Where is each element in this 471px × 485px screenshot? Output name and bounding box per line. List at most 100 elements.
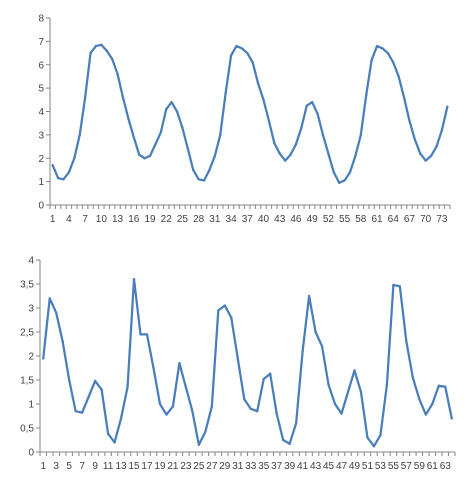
data-point bbox=[375, 44, 379, 48]
x-tick-label: 16 bbox=[128, 214, 140, 225]
data-point bbox=[192, 168, 195, 172]
data-point bbox=[158, 402, 162, 406]
data-point bbox=[119, 417, 123, 420]
data-point bbox=[143, 157, 146, 160]
data-point bbox=[126, 386, 129, 389]
data-point bbox=[74, 410, 77, 413]
data-point bbox=[116, 72, 119, 76]
data-point bbox=[294, 422, 298, 425]
data-point bbox=[246, 51, 249, 55]
data-point bbox=[346, 390, 350, 394]
data-point bbox=[386, 51, 390, 55]
x-tick-label: 31 bbox=[232, 461, 244, 472]
x-tick-label: 37 bbox=[242, 214, 254, 225]
data-point bbox=[217, 309, 220, 312]
y-tick-label: 1 bbox=[38, 177, 44, 188]
data-point bbox=[230, 316, 233, 319]
x-tick-label: 22 bbox=[161, 214, 173, 225]
data-point bbox=[56, 176, 60, 180]
x-tick-label: 23 bbox=[180, 461, 192, 472]
data-point bbox=[165, 107, 168, 111]
y-tick-label: 0,5 bbox=[20, 424, 34, 435]
data-point bbox=[67, 171, 71, 174]
x-tick-label: 40 bbox=[258, 214, 270, 225]
data-point bbox=[359, 390, 363, 394]
x-tick-label: 11 bbox=[103, 461, 114, 472]
data-point bbox=[132, 136, 135, 139]
data-point bbox=[139, 333, 142, 336]
data-point bbox=[379, 434, 382, 437]
x-tick-label: 1 bbox=[40, 461, 46, 472]
data-point bbox=[405, 340, 408, 343]
data-point bbox=[202, 179, 206, 182]
data-point bbox=[262, 98, 265, 102]
data-point bbox=[148, 154, 152, 158]
data-point bbox=[413, 138, 417, 141]
data-point bbox=[55, 311, 58, 314]
data-point bbox=[208, 168, 211, 172]
x-tick-label: 35 bbox=[258, 461, 270, 472]
data-point bbox=[154, 143, 157, 146]
data-point bbox=[348, 171, 352, 174]
data-point bbox=[178, 362, 181, 365]
x-tick-label: 49 bbox=[307, 214, 319, 225]
data-point bbox=[256, 82, 260, 85]
data-point bbox=[175, 110, 179, 113]
data-point bbox=[186, 147, 190, 151]
data-point bbox=[366, 436, 369, 439]
x-tick-label: 25 bbox=[193, 461, 205, 472]
data-point bbox=[121, 96, 125, 99]
y-tick-label: 4 bbox=[28, 256, 34, 267]
data-point bbox=[83, 96, 87, 99]
data-point bbox=[444, 385, 447, 388]
y-tick-label: 0 bbox=[38, 201, 44, 212]
data-point bbox=[170, 100, 173, 104]
data-point bbox=[392, 283, 395, 287]
x-tick-label: 25 bbox=[177, 214, 189, 225]
data-point bbox=[80, 411, 84, 414]
x-tick-label: 58 bbox=[355, 214, 367, 225]
data-point bbox=[450, 417, 453, 420]
data-point bbox=[392, 61, 395, 64]
y-tick-label: 5 bbox=[38, 84, 44, 95]
x-tick-label: 53 bbox=[375, 461, 387, 472]
y-tick-label: 0 bbox=[28, 448, 34, 459]
x-tick-label: 39 bbox=[284, 461, 296, 472]
x-tick-label: 13 bbox=[112, 214, 124, 225]
x-tick-label: 46 bbox=[290, 214, 302, 225]
data-point bbox=[289, 153, 292, 156]
data-point bbox=[321, 133, 325, 137]
chart-bottom: 00,511,522,533,541 3 5 7 9 11 13 15 17 19 21 23 25 27… bbox=[20, 256, 456, 472]
x-tick-label: 5 bbox=[66, 461, 72, 472]
data-point bbox=[310, 100, 314, 104]
data-point bbox=[418, 398, 421, 401]
data-point bbox=[424, 413, 428, 416]
series-line bbox=[51, 43, 449, 184]
data-point bbox=[197, 178, 200, 181]
x-tick-label: 47 bbox=[336, 461, 348, 472]
y-tick-label: 3,5 bbox=[20, 280, 34, 291]
x-tick-label: 61 bbox=[371, 214, 383, 225]
x-tick-label: 7 bbox=[79, 461, 85, 472]
data-point bbox=[100, 43, 103, 47]
y-tick-label: 1 bbox=[28, 400, 34, 411]
x-tick-label: 52 bbox=[323, 214, 335, 225]
x-tick-label: 7 bbox=[82, 214, 88, 225]
x-tick-label: 21 bbox=[167, 461, 179, 472]
data-point bbox=[372, 445, 376, 448]
series-line bbox=[42, 278, 453, 448]
x-tick-label: 10 bbox=[96, 214, 108, 225]
x-tick-label: 1 bbox=[50, 214, 56, 225]
data-point bbox=[132, 278, 136, 281]
data-point bbox=[213, 154, 217, 158]
data-point bbox=[268, 372, 272, 375]
data-point bbox=[437, 384, 440, 387]
data-point bbox=[61, 340, 64, 343]
data-point bbox=[251, 61, 254, 64]
data-point bbox=[327, 383, 330, 386]
data-point bbox=[67, 378, 71, 382]
y-tick-label: 8 bbox=[38, 14, 44, 25]
data-point bbox=[343, 179, 346, 182]
x-tick-label: 37 bbox=[271, 461, 283, 472]
